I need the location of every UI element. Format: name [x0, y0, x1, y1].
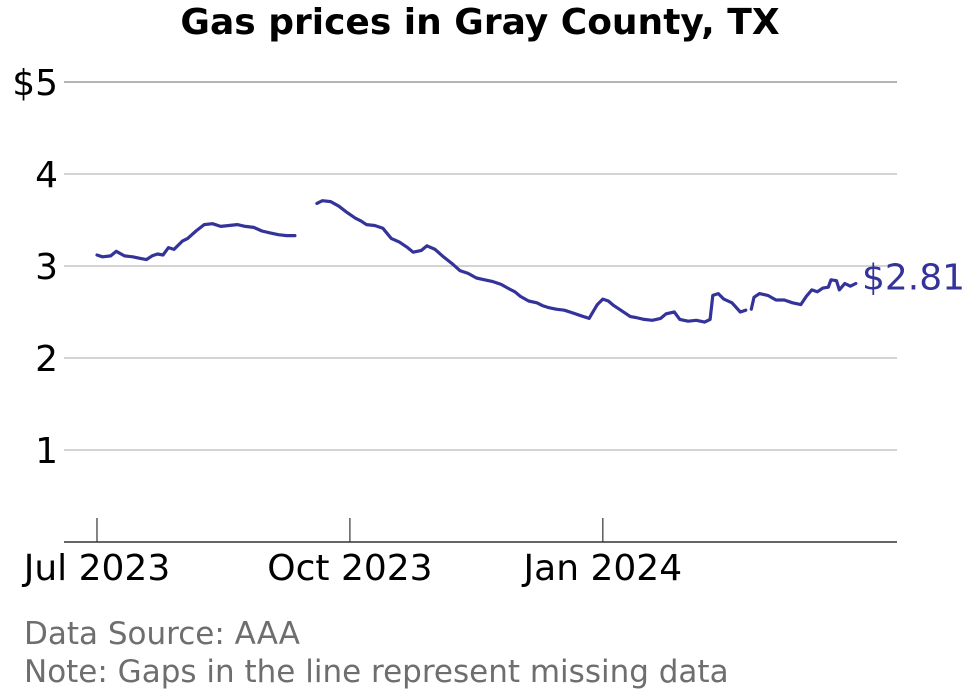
- y-tick-label: 1: [35, 431, 58, 472]
- y-axis-tick-labels: $5 4 3 2 1: [12, 63, 58, 472]
- price-line-segment: [315, 199, 748, 324]
- y-tick-label: 4: [35, 155, 58, 196]
- price-line-segment: [749, 278, 858, 311]
- x-tick-label: Jan 2024: [522, 548, 683, 589]
- price-line-segment: [95, 222, 297, 262]
- x-axis-ticks: Jul 2023 Oct 2023 Jan 2024: [22, 518, 682, 589]
- price-series: [95, 199, 858, 324]
- latest-price-label: $2.81: [862, 257, 965, 298]
- y-tick-label: 2: [35, 339, 58, 380]
- missing-data-note: Note: Gaps in the line represent missing…: [24, 654, 729, 690]
- x-tick-label: Oct 2023: [267, 548, 432, 589]
- data-source-note: Data Source: AAA: [24, 616, 300, 652]
- gridlines: [64, 81, 897, 451]
- y-tick-label: 3: [35, 247, 58, 288]
- y-tick-label: $5: [12, 63, 58, 104]
- x-tick-label: Jul 2023: [22, 548, 171, 589]
- chart-title: Gas prices in Gray County, TX: [180, 2, 780, 43]
